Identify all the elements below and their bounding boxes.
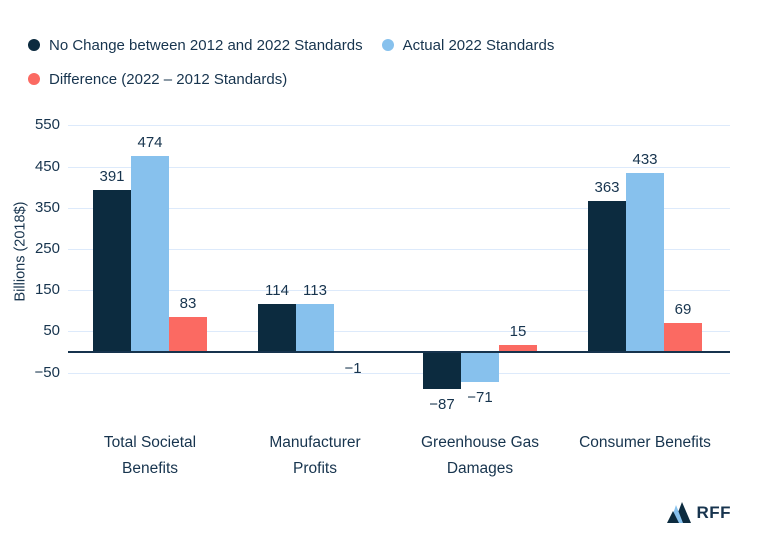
gridline--50: [68, 373, 730, 374]
y-tick-label--50: −50: [34, 364, 60, 381]
value-label-series2-cat0: 83: [179, 295, 197, 312]
rff-logo: RFF: [667, 502, 731, 523]
legend: No Change between 2012 and 2022 Standard…: [28, 34, 554, 102]
bar-series0-cat3: [588, 201, 626, 351]
bar-series1-cat1: [296, 304, 334, 351]
y-tick-label-150: 150: [34, 281, 60, 298]
category-label-2: Greenhouse Gas Damages: [421, 430, 539, 482]
bar-series1-cat2: [461, 353, 499, 382]
category-label-line: Total Societal: [103, 434, 197, 451]
gridline-250: [68, 249, 730, 250]
bar-series0-cat1: [258, 304, 296, 351]
bar-series0-cat2: [423, 353, 461, 389]
category-label-0: Total Societal Benefits: [104, 430, 196, 482]
category-label-1: Manufacturer Profits: [269, 430, 360, 482]
value-label-series2-cat2: 15: [509, 323, 527, 340]
value-label-series2-cat1: −1: [344, 360, 362, 377]
bar-series2-cat0: [169, 317, 207, 351]
bar-series2-cat2: [499, 345, 537, 351]
value-label-series0-cat3: 363: [594, 179, 620, 196]
category-label-line: Damages: [446, 460, 514, 477]
bar-series2-cat3: [664, 323, 702, 351]
y-tick-label-350: 350: [34, 199, 60, 216]
category-label-line: Greenhouse Gas: [420, 434, 540, 451]
bar-series1-cat0: [131, 156, 169, 351]
legend-item-actual-2022: Actual 2022 Standards: [381, 36, 555, 54]
value-label-series1-cat3: 433: [632, 151, 658, 168]
mountain-icon: [667, 502, 692, 523]
category-label-line: Manufacturer: [269, 434, 361, 451]
bar-series0-cat0: [93, 190, 131, 351]
gridline-350: [68, 208, 730, 209]
y-tick-label-250: 250: [34, 240, 60, 257]
value-label-series0-cat2: −87: [429, 396, 455, 413]
legend-label-difference: Difference (2022 – 2012 Standards): [49, 70, 288, 88]
gridline-550: [68, 125, 730, 126]
gridline-450: [68, 167, 730, 168]
legend-dot-no-change-icon: [28, 39, 40, 51]
category-label-line: Consumer Benefits: [579, 434, 711, 451]
value-label-series1-cat2: −71: [467, 389, 493, 406]
y-tick-label-550: 550: [34, 116, 60, 133]
legend-dot-actual-2022-icon: [381, 39, 394, 51]
legend-item-difference: Difference (2022 – 2012 Standards): [28, 71, 287, 88]
legend-label-no-change: No Change between 2012 and 2022 Standard…: [49, 36, 363, 54]
value-label-series0-cat0: 391: [99, 168, 125, 185]
legend-dot-difference-icon: [28, 73, 40, 85]
bar-series1-cat3: [626, 173, 664, 351]
legend-row-1: No Change between 2012 and 2022 Standard…: [28, 34, 554, 56]
gridline-150: [68, 290, 730, 291]
legend-label-actual-2022: Actual 2022 Standards: [402, 36, 555, 54]
legend-item-no-change: No Change between 2012 and 2022 Standard…: [28, 37, 363, 54]
value-label-series1-cat1: 113: [303, 282, 327, 299]
category-label-line: Benefits: [121, 460, 179, 477]
gridline-50: [68, 331, 730, 332]
rff-logo-text: RFF: [696, 502, 731, 522]
value-label-series1-cat0: 474: [137, 134, 163, 151]
category-label-line: Profits: [293, 460, 337, 477]
legend-row-2: Difference (2022 – 2012 Standards): [28, 68, 554, 90]
category-label-3: Consumer Benefits: [579, 430, 711, 456]
value-label-series2-cat3: 69: [674, 301, 692, 318]
y-tick-label-50: 50: [43, 322, 60, 339]
y-tick-label-450: 450: [34, 158, 60, 175]
x-axis-zero-line: [68, 351, 730, 353]
value-label-series0-cat1: 114: [265, 282, 289, 299]
